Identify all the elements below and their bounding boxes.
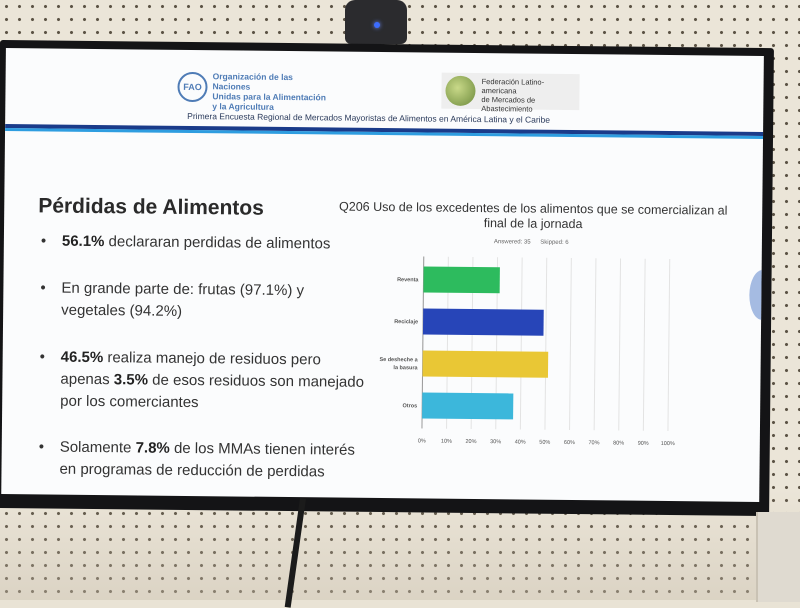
x-tick-label: 20% [465, 439, 476, 445]
flama-logo-icon [445, 75, 476, 106]
x-tick-label: 40% [515, 439, 526, 445]
chart-gridline [544, 257, 548, 430]
chart-response-counts: Answered: 35 Skipped: 6 [494, 239, 577, 246]
fao-org-name: Organización de las Naciones Unidas para… [212, 71, 327, 112]
chart-title: Q206 Uso de los excedentes de los alimen… [338, 199, 728, 232]
skipped-count: Skipped: 6 [540, 239, 569, 246]
x-tick-label: 60% [564, 440, 575, 446]
chart-bar [423, 266, 500, 294]
bullet-list: 56.1% declararan perdidas de alimentos E… [38, 230, 368, 481]
flama-logo-box: Federación Latino-americana de Mercados … [441, 72, 580, 114]
answered-count: Answered: 35 [493, 239, 531, 246]
chart-gridline [569, 257, 572, 430]
camera-led [374, 22, 380, 28]
chart-bar [422, 350, 549, 378]
x-tick-label: 70% [588, 440, 599, 446]
chart-bar [422, 392, 514, 420]
category-label: Se desheche a [379, 357, 418, 363]
webcam-icon [345, 0, 407, 44]
bullet-item: Solamente 7.8% de los MMAs tienen interé… [35, 436, 365, 483]
bar-chart: 0% 10% 20% 30% 40% 50% 60% 70% 80% 90% 100% Reventa… [379, 256, 675, 447]
bullet-item: 46.5% realiza manejo de residuos pero ap… [36, 346, 367, 415]
chart-gridline [618, 258, 622, 431]
flama-org-name: Federación Latino-americana de Mercados … [481, 77, 545, 114]
bullet-item: 56.1% declararan perdidas de alimentos [38, 230, 331, 255]
presentation-screen: FAO Organización de las Naciones Unidas … [1, 48, 764, 502]
fao-logo-icon: FAO [177, 71, 208, 103]
chart-gridline [593, 258, 597, 431]
category-label: Reciclaje [394, 319, 418, 325]
slide-header: FAO Organización de las Naciones Unidas … [5, 48, 764, 139]
chart-gridline [642, 258, 646, 431]
category-label: Reventa [397, 277, 419, 283]
bullet-item: En grande parte de: frutas (97.1%) y veg… [37, 277, 367, 324]
category-label: Otros [402, 403, 417, 409]
tv-monitor: FAO Organización de las Naciones Unidas … [0, 40, 774, 517]
x-tick-label: 0% [418, 438, 426, 444]
chart-gridline [519, 257, 523, 430]
x-tick-label: 10% [441, 439, 452, 445]
x-tick-label: 80% [613, 440, 624, 446]
x-tick-label: 100% [661, 441, 675, 447]
x-tick-label: 30% [490, 439, 501, 445]
screen-edge-shape [749, 269, 764, 321]
chart-bar [422, 308, 544, 336]
x-tick-label: 90% [638, 441, 649, 447]
x-tick-label: 50% [539, 440, 550, 446]
chart-gridline [667, 259, 671, 432]
category-label: la basura [393, 365, 418, 371]
slide-title: Pérdidas de Alimentos [38, 194, 264, 220]
wall-panel [756, 512, 800, 602]
